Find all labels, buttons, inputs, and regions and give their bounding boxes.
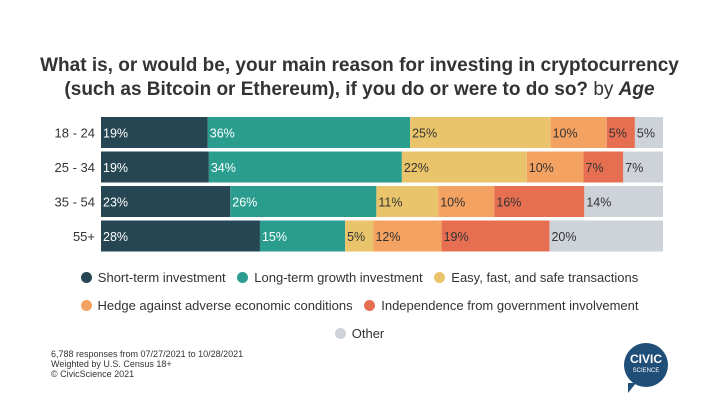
logo-text-science: SCIENCE [632,368,660,374]
bar-segment [550,117,607,148]
bar-segment [373,220,442,252]
legend-dot-icon [237,272,249,283]
civicscience-logo: CIVIC SCIENCE [624,343,668,393]
category-label: 25 - 34 [55,160,95,175]
legend-label: Independence from government involvement [381,298,639,313]
data-label: 12% [375,230,400,244]
footer-notes: 6,788 responses from 07/27/2021 to 10/28… [51,349,243,379]
legend-label: Short-term investment [97,270,226,285]
data-label: 10% [553,127,578,141]
legend-label: Other [351,326,385,341]
title-line-1: What is, or would be, your main reason f… [40,55,679,76]
bar-segment [526,151,584,183]
bar-segment [623,151,663,183]
data-label: 36% [210,127,235,141]
bar-segment [376,186,439,217]
bar-segment [441,220,550,252]
title-dimension: Age [618,79,655,100]
category-label: 55+ [73,229,95,244]
legend-label: Long-term growth investment [254,270,423,285]
data-label: 19% [103,127,128,141]
legend-dot-icon [80,272,92,283]
data-label: 23% [103,196,128,210]
chart-title: What is, or would be, your main reason f… [0,54,719,102]
bar-segment [634,117,663,148]
data-label: 11% [378,196,402,210]
data-label: 25% [412,127,437,141]
data-label: 10% [529,161,554,175]
footer-responses: 6,788 responses from 07/27/2021 to 10/28… [51,349,244,359]
title-line-2-text: (such as Bitcoin or Ethereum), if you do… [64,79,589,100]
bar-segment [101,117,208,148]
bar-segment [494,186,585,217]
legend-item: Other [334,326,385,341]
bar-segment [606,117,635,148]
data-label: 19% [444,230,469,244]
legend-label: Easy, fast, and safe transactions [451,270,639,285]
data-label: 7% [586,161,604,175]
data-label: 5% [609,127,627,141]
legend-item: Easy, fast, and safe transactions [434,270,638,285]
legend-item: Long-term growth investment [237,270,423,285]
data-label: 5% [347,230,365,244]
logo-text-civic: CIVIC [629,352,662,366]
data-label: 7% [625,161,643,175]
data-label: 22% [404,161,429,175]
data-label: 28% [103,230,128,244]
data-label: 15% [262,230,287,244]
data-label: 34% [211,161,236,175]
bar-segment [401,151,527,183]
bar-segment [230,186,377,217]
footer-copyright: © CivicScience 2021 [51,369,135,379]
bar-segment [584,186,663,217]
legend-item: Hedge against adverse economic condition… [80,298,353,313]
data-label: 20% [551,230,576,244]
legend-dot-icon [334,328,346,339]
category-label: 35 - 54 [55,195,95,210]
legend-row-1: Short-term investment Long-term growth i… [0,270,719,286]
bar-segment [101,186,231,217]
title-by: by [593,79,614,100]
bar-segment [549,220,663,252]
bar-segment [438,186,495,217]
data-label: 14% [586,196,611,210]
legend-row-3: Other [0,326,719,342]
data-label: 26% [232,196,257,210]
bar-segment [101,220,260,252]
bar-segment [208,151,402,183]
bar-segment [101,151,209,183]
data-label: 10% [440,196,465,210]
data-label: 16% [496,196,521,210]
legend-item: Independence from government involvement [364,298,639,313]
data-label: 5% [637,127,655,141]
category-label: 18 - 24 [55,126,95,141]
bar-segment [410,117,551,148]
legend-dot-icon [364,300,376,311]
stacked-bar-chart: 18 - 24 19% 36% 25% 10% 5% 5% 25 - 34 19% 34% 22% 1… [55,117,663,252]
legend-label: Hedge against adverse economic condition… [97,298,353,313]
bar-segment [583,151,624,183]
legend-row-2: Hedge against adverse economic condition… [0,298,719,314]
data-label: 19% [103,161,128,175]
bar-segment [259,220,346,252]
legend-dot-icon [434,272,446,283]
footer-weighting: Weighted by U.S. Census 18+ [51,359,172,369]
title-line-2: (such as Bitcoin or Ethereum), if you do… [0,78,719,102]
bar-segment [207,117,411,148]
legend-item: Short-term investment [80,270,226,285]
legend-dot-icon [80,300,92,311]
bar-segment [345,220,374,252]
